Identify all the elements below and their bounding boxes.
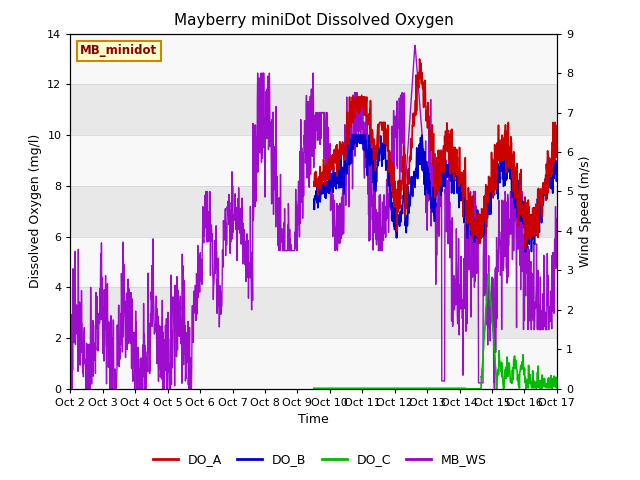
Bar [70,186,557,237]
Bar [70,338,557,389]
Bar [70,135,557,186]
Title: Mayberry miniDot Dissolved Oxygen: Mayberry miniDot Dissolved Oxygen [173,13,454,28]
Bar [70,84,557,135]
Y-axis label: Dissolved Oxygen (mg/l): Dissolved Oxygen (mg/l) [29,134,42,288]
Y-axis label: Wind Speed (m/s): Wind Speed (m/s) [579,156,591,267]
Bar [70,34,557,84]
Text: MB_minidot: MB_minidot [80,44,157,57]
Bar [70,288,557,338]
X-axis label: Time: Time [298,413,329,426]
Legend: DO_A, DO_B, DO_C, MB_WS: DO_A, DO_B, DO_C, MB_WS [148,448,492,471]
Bar [70,237,557,288]
